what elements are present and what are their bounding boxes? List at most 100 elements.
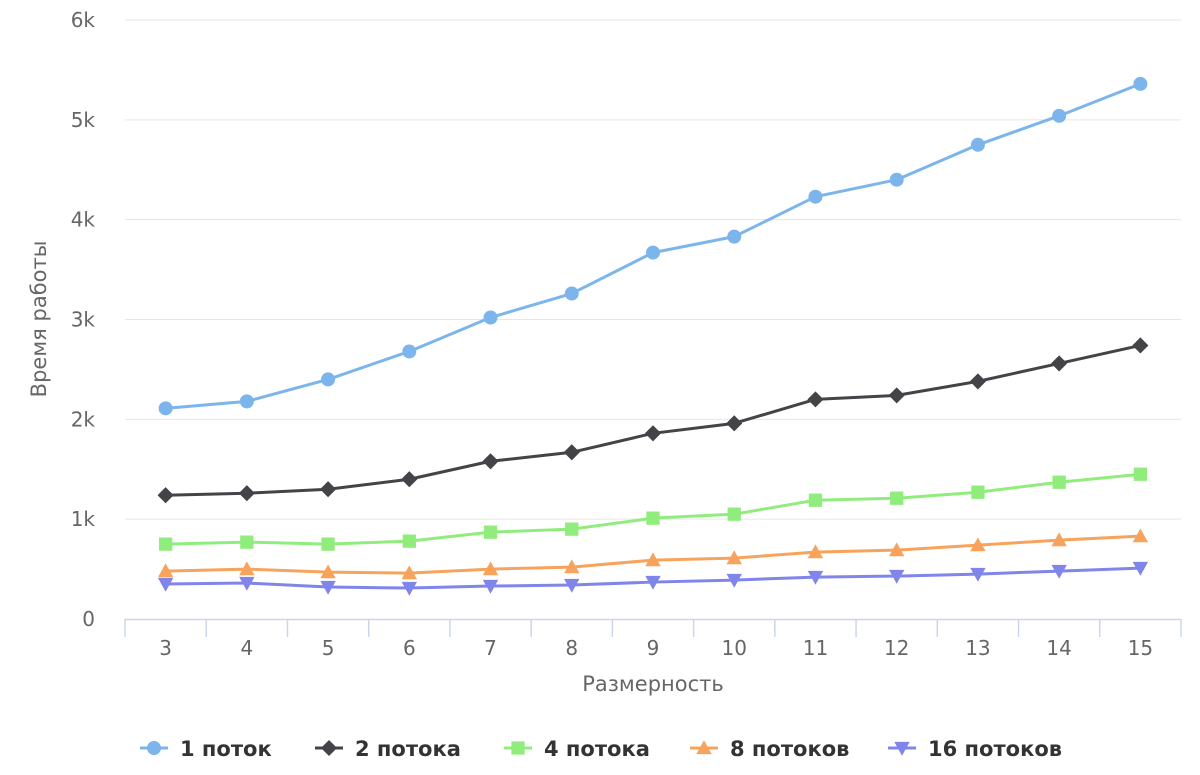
- data-point: [969, 373, 986, 390]
- data-point: [402, 534, 416, 548]
- y-tick-label: 6k: [71, 8, 96, 32]
- legend-marker: [511, 741, 525, 755]
- legend-marker: [894, 741, 910, 756]
- legend-marker: [147, 741, 161, 755]
- legend-item-3[interactable]: 4 потока: [504, 737, 650, 761]
- data-point: [807, 570, 824, 585]
- data-point: [807, 544, 824, 559]
- data-point: [1052, 475, 1066, 489]
- series-5[interactable]: [157, 561, 1149, 596]
- data-point: [401, 581, 418, 596]
- x-tick-label: 12: [884, 636, 909, 660]
- data-point: [888, 387, 905, 404]
- data-point: [807, 391, 824, 408]
- data-point: [482, 561, 499, 576]
- data-point: [970, 567, 986, 582]
- data-point: [888, 542, 905, 557]
- y-tick-label: 3k: [71, 308, 96, 332]
- legend-item-4[interactable]: 8 потоков: [690, 737, 849, 761]
- data-point: [563, 444, 580, 461]
- y-axis-title: Время работы: [27, 241, 51, 398]
- legend-label: 2 потока: [355, 737, 461, 761]
- series-2[interactable]: [157, 337, 1149, 504]
- data-point: [645, 575, 661, 590]
- data-point: [646, 511, 660, 525]
- data-point: [564, 559, 580, 574]
- x-tick-label: 13: [965, 636, 990, 660]
- data-point: [239, 576, 255, 591]
- series-3[interactable]: [158, 467, 1148, 551]
- data-point: [402, 344, 417, 359]
- x-tick-label: 5: [322, 636, 335, 660]
- data-point: [1132, 528, 1149, 543]
- series-1[interactable]: [158, 76, 1148, 416]
- legend-item-1[interactable]: 1 поток: [140, 737, 272, 761]
- data-point: [726, 550, 742, 565]
- data-point: [401, 471, 418, 488]
- data-point: [1133, 76, 1148, 91]
- series-layer: [157, 76, 1149, 596]
- data-point: [321, 537, 335, 551]
- data-point: [564, 578, 580, 593]
- data-point: [564, 286, 579, 301]
- x-tick-label: 3: [159, 636, 172, 660]
- legend-marker: [320, 739, 338, 757]
- data-point: [888, 569, 905, 584]
- legend[interactable]: 1 поток 2 потока 4 потока 8 потоков 16 поток…: [140, 737, 1062, 761]
- y-tick-label: 2k: [71, 407, 96, 431]
- data-point: [890, 491, 904, 505]
- legend-label: 1 поток: [180, 737, 272, 761]
- x-tick-label: 11: [803, 636, 828, 660]
- x-tick-label: 14: [1046, 636, 1071, 660]
- x-tick-label: 4: [240, 636, 253, 660]
- data-point: [239, 561, 255, 576]
- data-point: [1051, 532, 1067, 547]
- grid-lines: [125, 19, 1181, 520]
- data-point: [1051, 564, 1067, 579]
- x-tick-label: 10: [722, 636, 747, 660]
- series-4[interactable]: [157, 528, 1149, 580]
- data-point: [238, 485, 255, 502]
- legend-item-5[interactable]: 16 потоков: [888, 737, 1062, 761]
- data-point: [320, 481, 337, 498]
- data-point: [808, 493, 823, 507]
- legend-label: 16 потоков: [928, 737, 1062, 761]
- data-point: [726, 573, 742, 588]
- x-tick-label: 6: [403, 636, 416, 660]
- series-line: [164, 343, 1142, 497]
- data-point: [482, 453, 499, 470]
- data-point: [483, 525, 498, 539]
- legend-label: 4 потока: [544, 737, 650, 761]
- data-point: [808, 189, 823, 204]
- data-point: [239, 394, 254, 409]
- data-point: [1132, 561, 1149, 576]
- data-point: [1133, 467, 1148, 481]
- x-tick-label: 8: [565, 636, 578, 660]
- x-axis: 3 4 5 6 7 8 9 10 11 12 13 14 15: [124, 618, 1182, 660]
- data-point: [727, 507, 741, 521]
- data-point: [401, 565, 418, 580]
- data-point: [644, 425, 662, 442]
- legend-item-2[interactable]: 2 потока: [315, 737, 461, 761]
- data-point: [1052, 108, 1067, 123]
- legend-marker: [696, 740, 712, 755]
- data-point: [565, 522, 579, 536]
- x-tick-label: 7: [484, 636, 497, 660]
- series-line: [164, 472, 1142, 546]
- data-point: [645, 552, 661, 567]
- data-point: [1132, 337, 1149, 354]
- data-point: [971, 485, 985, 499]
- x-tick-label: 9: [647, 636, 660, 660]
- y-tick-label: 4k: [71, 208, 96, 232]
- data-point: [158, 401, 173, 416]
- data-point: [157, 563, 174, 578]
- y-tick-label: 5k: [71, 108, 96, 132]
- data-point: [321, 372, 336, 387]
- data-point: [482, 579, 499, 594]
- x-tick-label: 15: [1128, 636, 1153, 660]
- data-point: [483, 310, 498, 325]
- data-point: [320, 580, 336, 595]
- data-point: [158, 537, 173, 551]
- data-point: [889, 172, 904, 187]
